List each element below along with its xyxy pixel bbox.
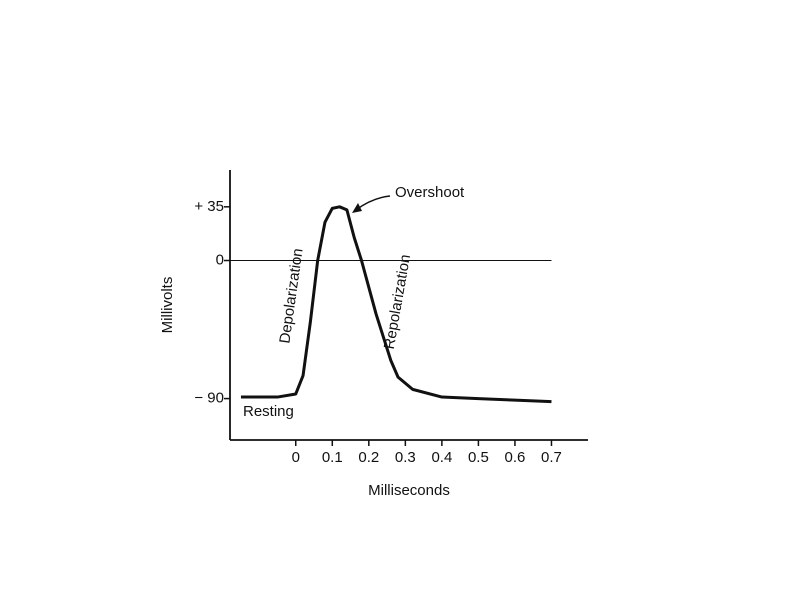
x-tick-label: 0.3 — [395, 449, 416, 466]
x-tick-label: 0.6 — [505, 449, 526, 466]
y-tick-label: 0 — [216, 251, 224, 268]
y-tick-label: − 90 — [194, 390, 224, 407]
annotation: Repolarization — [381, 253, 414, 350]
x-tick-label: 0.1 — [322, 449, 343, 466]
x-tick-label: 0.7 — [541, 449, 562, 466]
x-tick-label: 0.5 — [468, 449, 489, 466]
annotation: Depolarization — [276, 247, 306, 344]
line — [240, 205, 552, 404]
x-axis-label: Milliseconds — [368, 482, 450, 499]
overshoot-arrow — [355, 195, 391, 211]
x-tick-label: 0.4 — [431, 449, 452, 466]
overshoot-arrowhead — [352, 203, 362, 213]
y-axis-label: Millivolts — [159, 277, 176, 334]
annotation: Overshoot — [395, 184, 465, 201]
x-tick-label: 0.2 — [358, 449, 379, 466]
x-tick-label: 0 — [292, 449, 300, 466]
annotation: Resting — [243, 403, 294, 420]
y-tick-label: + 35 — [194, 198, 224, 215]
